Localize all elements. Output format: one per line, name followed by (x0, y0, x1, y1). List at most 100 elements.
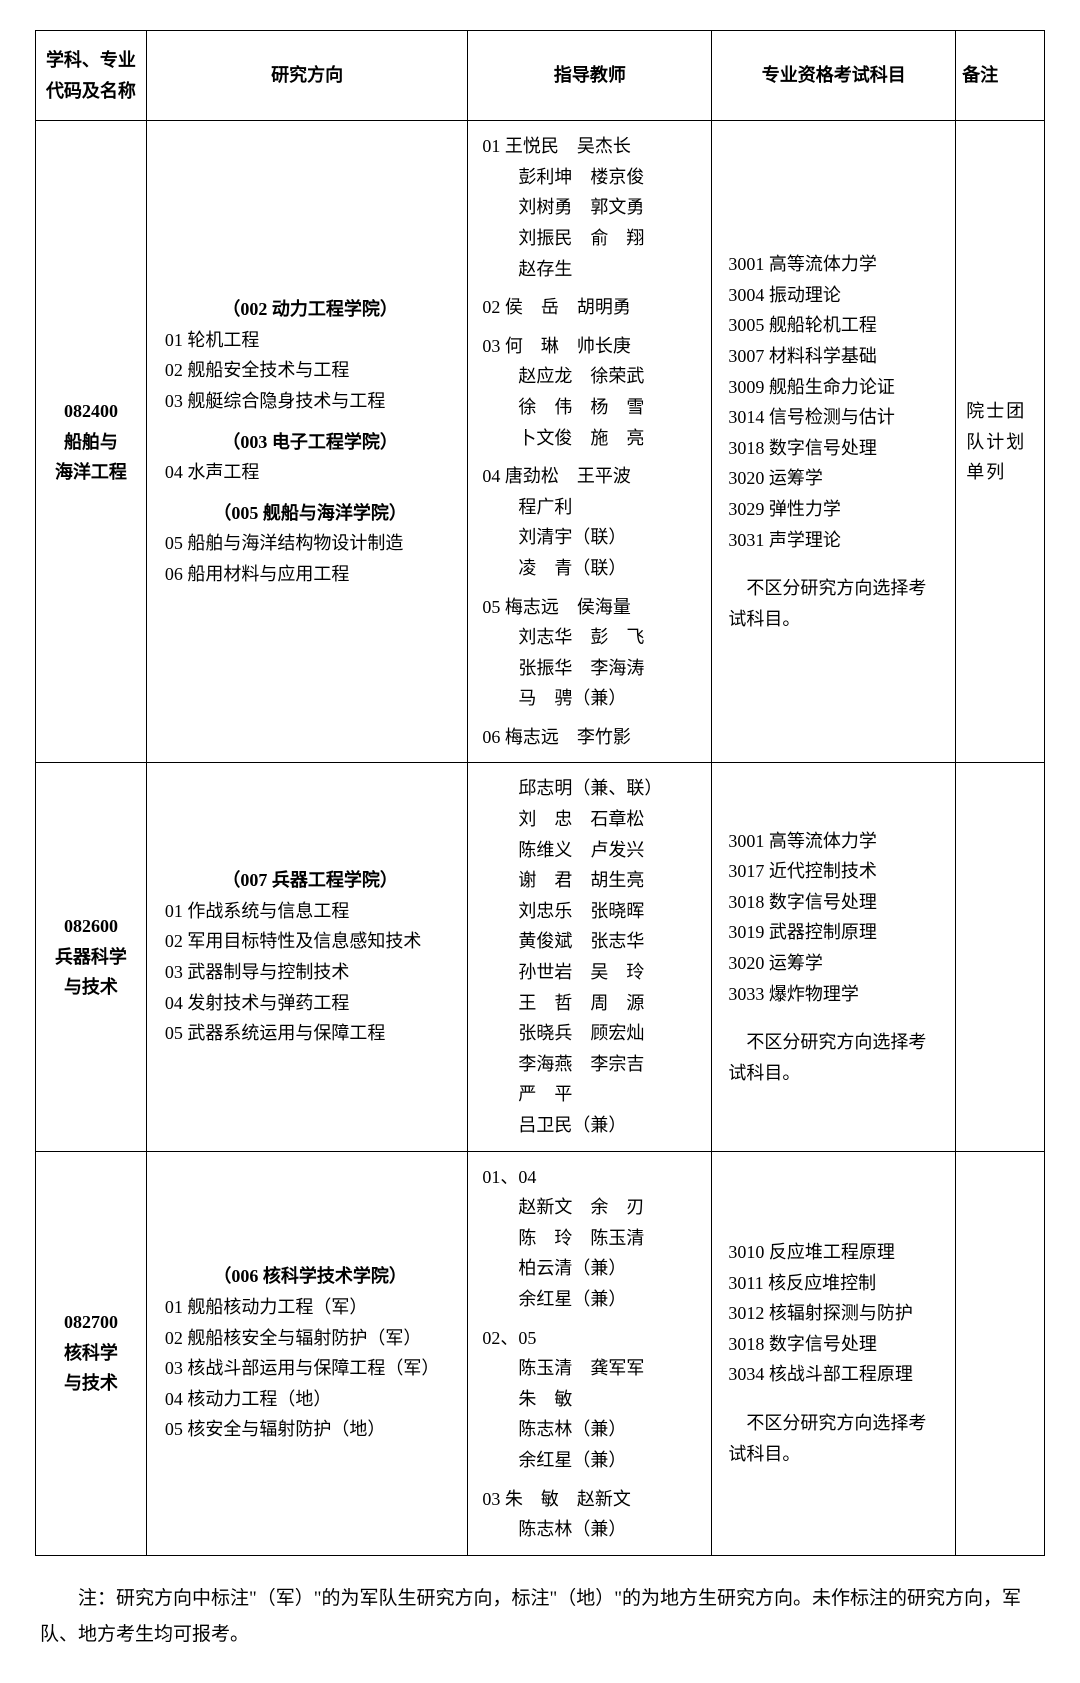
direction-item: 03 核战斗部运用与保障工程（军） (165, 1353, 456, 1384)
teacher-line: 04 唐劲松 王平波 (482, 461, 701, 492)
direction-item: 06 船用材料与应用工程 (165, 559, 456, 590)
exam-cell: 3010 反应堆工程原理3011 核反应堆控制3012 核辐射探测与防护3018… (712, 1151, 956, 1555)
table-row: 082400船舶与海洋工程（002 动力工程学院）01 轮机工程02 舰船安全技… (36, 121, 1045, 763)
exam-cell: 3001 高等流体力学3017 近代控制技术3018 数字信号处理3019 武器… (712, 763, 956, 1151)
direction-item: 01 舰船核动力工程（军） (165, 1292, 456, 1323)
teacher-group: 01、04赵新文 余 刃陈 玲 陈玉清柏云清（兼）余红星（兼） (482, 1162, 701, 1315)
teacher-line: 赵存生 (482, 254, 701, 285)
exam-item: 3029 弹性力学 (728, 494, 943, 525)
teacher-line: 邱志明（兼、联） (482, 773, 701, 804)
table-row: 082700核科学与技术 （006 核科学技术学院）01 舰船核动力工程（军）02… (36, 1151, 1045, 1555)
direction-item: 04 水声工程 (165, 457, 456, 488)
teacher-line: 王 哲 周 源 (482, 988, 701, 1019)
table-row: 082600兵器科学与技术（007 兵器工程学院）01 作战系统与信息工程02 … (36, 763, 1045, 1151)
direction-item: 05 武器系统运用与保障工程 (165, 1018, 456, 1049)
exam-item: 3001 高等流体力学 (728, 826, 943, 857)
teacher-line: 赵应龙 徐荣武 (482, 361, 701, 392)
exam-note: 不区分研究方向选择考试科目。 (728, 573, 943, 634)
subject-code: 082400 (44, 396, 138, 427)
teacher-line: 赵新文 余 刃 (482, 1192, 701, 1223)
teacher-index: 02、05 (482, 1323, 701, 1354)
direction-item: 02 军用目标特性及信息感知技术 (165, 926, 456, 957)
teacher-line: 吕卫民（兼） (482, 1110, 701, 1141)
teacher-group: 邱志明（兼、联）刘 忠 石章松陈维义 卢发兴谢 君 胡生亮刘忠乐 张晓晖黄俊斌 … (482, 773, 701, 1140)
teacher-line: 李海燕 李宗吉 (482, 1049, 701, 1080)
teacher-line: 02 侯 岳 胡明勇 (482, 292, 701, 323)
exam-item: 3018 数字信号处理 (728, 433, 943, 464)
exam-item: 3031 声学理论 (728, 525, 943, 556)
direction-cell: （006 核科学技术学院）01 舰船核动力工程（军）02 舰船核安全与辐射防护（… (146, 1151, 468, 1555)
exam-item: 3018 数字信号处理 (728, 1329, 943, 1360)
code-cell: 082400船舶与海洋工程 (36, 121, 147, 763)
teacher-line: 徐 伟 杨 雪 (482, 392, 701, 423)
exam-item: 3004 振动理论 (728, 280, 943, 311)
teacher-group: 03 朱 敏 赵新文陈志林（兼） (482, 1484, 701, 1545)
teacher-line: 刘 忠 石章松 (482, 804, 701, 835)
teacher-group: 06 梅志远 李竹影 (482, 722, 701, 753)
subject-code: 082700 (44, 1307, 138, 1338)
exam-item: 3005 舰船轮机工程 (728, 310, 943, 341)
direction-item: 04 发射技术与弹药工程 (165, 988, 456, 1019)
teacher-line: 刘树勇 郭文勇 (482, 192, 701, 223)
exam-note: 不区分研究方向选择考试科目。 (728, 1027, 943, 1088)
header-direction: 研究方向 (146, 31, 468, 121)
subject-name: 船舶与 (44, 427, 138, 458)
direction-cell: （007 兵器工程学院）01 作战系统与信息工程02 军用目标特性及信息感知技术… (146, 763, 468, 1151)
direction-item: 04 核动力工程（地） (165, 1384, 456, 1415)
teacher-line: 严 平 (482, 1079, 701, 1110)
teacher-line: 刘志华 彭 飞 (482, 622, 701, 653)
direction-item: 01 作战系统与信息工程 (165, 896, 456, 927)
admissions-table: 学科、专业代码及名称 研究方向 指导教师 专业资格考试科目 备注 082400船… (35, 30, 1045, 1556)
exam-item: 3012 核辐射探测与防护 (728, 1298, 943, 1329)
teacher-line: 陈 玲 陈玉清 (482, 1223, 701, 1254)
note-cell: 院士团队计划单列 (956, 121, 1045, 763)
teacher-cell: 01、04赵新文 余 刃陈 玲 陈玉清柏云清（兼）余红星（兼）02、05陈玉清 … (468, 1151, 712, 1555)
exam-item: 3014 信号检测与估计 (728, 402, 943, 433)
teacher-line: 彭利坤 楼京俊 (482, 162, 701, 193)
teacher-cell: 01 王悦民 吴杰长彭利坤 楼京俊刘树勇 郭文勇刘振民 俞 翔赵存生02 侯 岳… (468, 121, 712, 763)
direction-item: 02 舰船核安全与辐射防护（军） (165, 1323, 456, 1354)
school-header: （007 兵器工程学院） (165, 865, 456, 896)
exam-item: 3033 爆炸物理学 (728, 979, 943, 1010)
header-note: 备注 (956, 31, 1045, 121)
subject-name: 核科学 (44, 1338, 138, 1369)
teacher-line: 刘清宇（联） (482, 522, 701, 553)
teacher-group: 02 侯 岳 胡明勇 (482, 292, 701, 323)
exam-item: 3018 数字信号处理 (728, 887, 943, 918)
subject-name: 与技术 (44, 972, 138, 1003)
subject-code: 082600 (44, 911, 138, 942)
teacher-index: 01、04 (482, 1162, 701, 1193)
subject-name: 与技术 (44, 1368, 138, 1399)
exam-item: 3017 近代控制技术 (728, 856, 943, 887)
note-cell (956, 1151, 1045, 1555)
header-exam: 专业资格考试科目 (712, 31, 956, 121)
teacher-group: 04 唐劲松 王平波程广利刘清宇（联）凌 青（联） (482, 461, 701, 583)
teacher-cell: 邱志明（兼、联）刘 忠 石章松陈维义 卢发兴谢 君 胡生亮刘忠乐 张晓晖黄俊斌 … (468, 763, 712, 1151)
exam-item: 3034 核战斗部工程原理 (728, 1359, 943, 1390)
note-cell (956, 763, 1045, 1151)
exam-item: 3001 高等流体力学 (728, 249, 943, 280)
teacher-line: 黄俊斌 张志华 (482, 926, 701, 957)
direction-item: 02 舰船安全技术与工程 (165, 355, 456, 386)
teacher-line: 刘振民 俞 翔 (482, 223, 701, 254)
direction-item: 03 武器制导与控制技术 (165, 957, 456, 988)
exam-note: 不区分研究方向选择考试科目。 (728, 1408, 943, 1469)
exam-item: 3011 核反应堆控制 (728, 1268, 943, 1299)
teacher-line: 陈维义 卢发兴 (482, 835, 701, 866)
teacher-group: 02、05陈玉清 龚军军朱 敏陈志林（兼）余红星（兼） (482, 1323, 701, 1476)
direction-item: 03 舰艇综合隐身技术与工程 (165, 386, 456, 417)
subject-name: 海洋工程 (44, 457, 138, 488)
header-row: 学科、专业代码及名称 研究方向 指导教师 专业资格考试科目 备注 (36, 31, 1045, 121)
code-cell: 082600兵器科学与技术 (36, 763, 147, 1151)
header-code: 学科、专业代码及名称 (36, 31, 147, 121)
school-header: （005 舰船与海洋学院） (165, 498, 456, 529)
teacher-line: 凌 青（联） (482, 553, 701, 584)
teacher-line: 张振华 李海涛 (482, 653, 701, 684)
teacher-line: 05 梅志远 侯海量 (482, 592, 701, 623)
direction-item: 05 核安全与辐射防护（地） (165, 1414, 456, 1445)
teacher-line: 朱 敏 (482, 1384, 701, 1415)
teacher-line: 柏云清（兼） (482, 1253, 701, 1284)
direction-item: 01 轮机工程 (165, 325, 456, 356)
header-teacher: 指导教师 (468, 31, 712, 121)
teacher-line: 03 何 琳 帅长庚 (482, 331, 701, 362)
